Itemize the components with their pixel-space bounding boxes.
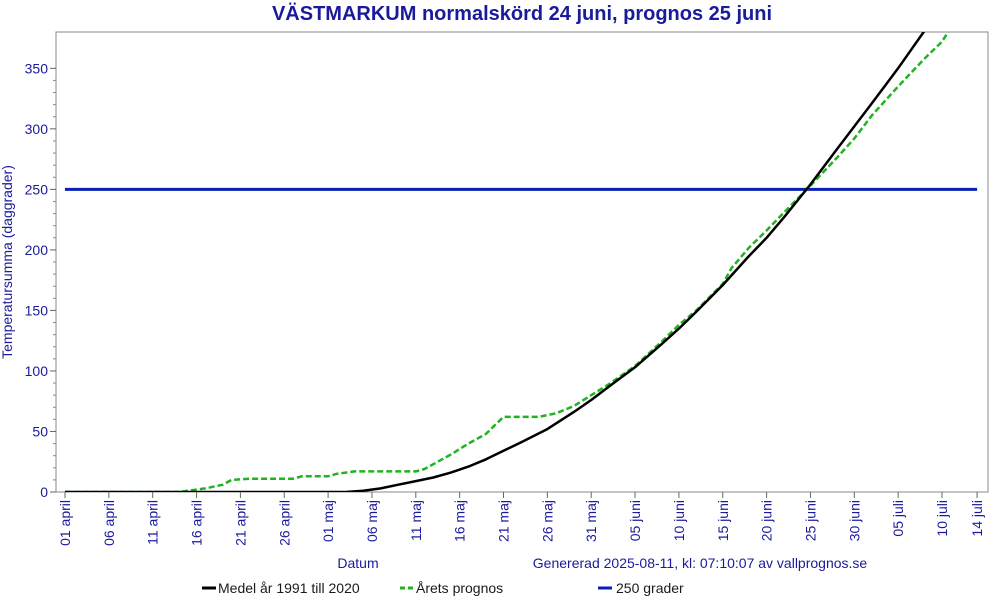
y-tick-label: 0 bbox=[40, 484, 48, 500]
x-tick-label: 11 april bbox=[145, 500, 161, 545]
x-tick-label: 14 juli bbox=[969, 500, 985, 537]
x-tick-label: 10 juli bbox=[934, 500, 950, 537]
x-tick-label: 05 juli bbox=[890, 500, 906, 537]
plot-frame bbox=[55, 31, 989, 493]
x-tick-label: 26 maj bbox=[539, 500, 555, 542]
y-tick-label: 300 bbox=[25, 121, 49, 137]
legend-label-prognos: Årets prognos bbox=[416, 580, 503, 596]
x-tick-label: 01 april bbox=[57, 500, 73, 546]
chart-title: VÄSTMARKUM normalskörd 24 juni, prognos … bbox=[272, 2, 772, 25]
y-axis-label: Temperatursumma (daggrader) bbox=[0, 165, 15, 359]
legend: Medel år 1991 till 2020 Årets prognos 25… bbox=[202, 580, 684, 596]
x-tick-label: 01 maj bbox=[320, 500, 336, 542]
series-line-1 bbox=[65, 32, 950, 492]
x-tick-label: 30 juni bbox=[846, 500, 862, 541]
y-axis: 0 50 100 150 200 250 300 350 bbox=[25, 60, 56, 500]
generated-footer: Genererad 2025-08-11, kl: 07:10:07 av va… bbox=[533, 555, 868, 571]
y-tick-label: 100 bbox=[25, 363, 49, 379]
x-tick-label: 05 juni bbox=[627, 500, 643, 541]
x-tick-label: 10 juni bbox=[671, 500, 687, 541]
y-tick-label: 150 bbox=[25, 302, 49, 318]
series-line-0 bbox=[65, 32, 926, 492]
x-tick-label: 11 maj bbox=[408, 500, 424, 541]
legend-label-250: 250 grader bbox=[616, 580, 684, 596]
plot-area bbox=[55, 31, 989, 493]
x-tick-label: 15 juni bbox=[715, 500, 731, 541]
x-tick-label: 20 juni bbox=[759, 500, 775, 541]
x-tick-label: 06 april bbox=[101, 500, 117, 546]
x-tick-label: 26 april bbox=[276, 500, 292, 546]
x-tick-label: 06 maj bbox=[364, 500, 380, 542]
x-axis-label: Datum bbox=[337, 555, 378, 571]
y-tick-label: 350 bbox=[25, 60, 49, 76]
x-tick-label: 16 april bbox=[189, 500, 205, 546]
y-tick-label: 250 bbox=[25, 181, 49, 197]
x-tick-label: 31 maj bbox=[583, 500, 599, 542]
legend-label-medel: Medel år 1991 till 2020 bbox=[218, 580, 360, 596]
y-tick-label: 200 bbox=[25, 242, 49, 258]
x-tick-label: 25 juni bbox=[802, 500, 818, 541]
x-tick-label: 16 maj bbox=[452, 500, 468, 542]
x-axis: 01 april 06 april 11 april 16 april 21 april… bbox=[57, 492, 985, 546]
x-tick-label: 21 april bbox=[232, 500, 248, 546]
y-tick-label: 50 bbox=[32, 423, 48, 439]
series-lines bbox=[65, 32, 978, 492]
x-tick-label: 21 maj bbox=[496, 500, 512, 542]
